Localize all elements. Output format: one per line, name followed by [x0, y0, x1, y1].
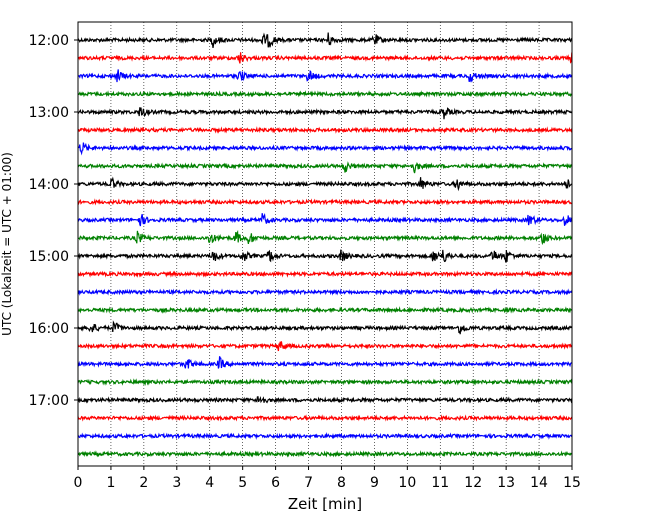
- y-tick-label: 12:00: [29, 33, 69, 49]
- x-tick-label: 1: [106, 475, 115, 491]
- x-tick-label: 3: [172, 475, 181, 491]
- trace-line-1730: [77, 432, 573, 440]
- x-tick-label: 13: [497, 475, 515, 491]
- y-tick-label: 17:00: [29, 393, 69, 409]
- plot-frame: [77, 21, 573, 467]
- trace-line-1430: [77, 212, 573, 227]
- x-tick-label: 0: [74, 475, 83, 491]
- x-axis-ticks: 0 1 2 3 4 5 6 7 8 9 10 11 12 13 14 15: [74, 466, 581, 491]
- x-tick-label: 9: [370, 475, 379, 491]
- y-axis-ticks: 12:00 13:00 14:00 15:00 16:00 17:00: [29, 33, 78, 409]
- y-tick-label: 16:00: [29, 321, 69, 337]
- trace-line-1345: [77, 161, 573, 174]
- trace-line-1630: [77, 356, 572, 369]
- trace-line-1300: [77, 107, 573, 120]
- trace-line-1400: [77, 176, 573, 192]
- x-tick-label: 6: [271, 475, 280, 491]
- trace-line-1200: [77, 32, 573, 48]
- trace-group: [77, 32, 573, 458]
- trace-line-1330: [77, 142, 572, 156]
- y-tick-label: 13:00: [29, 105, 69, 121]
- x-tick-label: 7: [304, 475, 313, 491]
- x-tick-label: 10: [398, 475, 416, 491]
- trace-line-1245: [77, 90, 573, 98]
- trace-line-1230: [77, 69, 573, 83]
- x-tick-label: 8: [337, 475, 346, 491]
- grid-lines: [110, 22, 540, 466]
- y-tick-label: 15:00: [29, 249, 69, 265]
- trace-line-1645: [77, 378, 573, 386]
- x-tick-label: 5: [238, 475, 247, 491]
- x-tick-label: 11: [431, 475, 449, 491]
- y-tick-label: 14:00: [29, 177, 69, 193]
- trace-line-1615: [77, 341, 573, 352]
- trace-line-1415: [77, 198, 572, 206]
- trace-line-1445: [77, 229, 572, 246]
- x-tick-label: 4: [205, 475, 214, 491]
- y-axis-label: UTC (Lokalzeit = UTC + 01:00): [0, 152, 14, 336]
- trace-line-1215: [77, 52, 573, 64]
- trace-line-1500: [77, 249, 573, 263]
- trace-line-1315: [77, 126, 573, 134]
- trace-line-1600: [77, 320, 573, 335]
- trace-line-1700: [77, 395, 573, 404]
- x-tick-label: 12: [464, 475, 482, 491]
- trace-line-1515: [77, 270, 573, 278]
- x-axis-label: Zeit [min]: [288, 495, 362, 513]
- trace-line-1745: [77, 450, 572, 458]
- x-tick-label: 14: [530, 475, 548, 491]
- x-tick-label: 2: [139, 475, 148, 491]
- trace-line-1715: [77, 414, 573, 422]
- trace-line-1530: [77, 288, 573, 296]
- x-tick-label: 15: [563, 475, 581, 491]
- trace-line-1545: [77, 306, 573, 314]
